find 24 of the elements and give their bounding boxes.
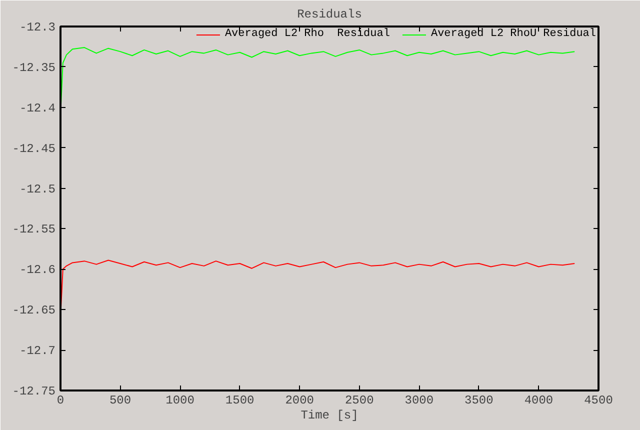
- y-tick-label: -12.4: [19, 101, 56, 116]
- x-axis-title: Time [s]: [300, 408, 358, 422]
- x-tick-label: 3000: [404, 394, 434, 408]
- y-tick-label: -12.5: [19, 182, 56, 196]
- y-tick-label: -12.6: [19, 263, 56, 278]
- y-tick-label: -12.75: [12, 384, 56, 398]
- y-tick-label: -12.35: [12, 60, 56, 75]
- x-tick-label: 4000: [524, 394, 554, 408]
- x-tick-label: 0: [56, 394, 64, 408]
- y-tick-label: -12.55: [12, 222, 56, 237]
- x-tick-label: 2500: [344, 394, 374, 408]
- x-tick-label: 1000: [166, 394, 194, 408]
- legend-label: Averaged L2 Rho Residual: [224, 28, 390, 40]
- y-tick-label: -12.65: [12, 304, 56, 318]
- y-tick-label: -12.45: [12, 142, 56, 156]
- x-tick-label: 500: [109, 394, 132, 408]
- x-tick-label: 4500: [584, 394, 613, 408]
- y-tick-label: -12.7: [19, 344, 56, 358]
- x-tick-label: 1500: [225, 394, 254, 408]
- x-tick-label: 3500: [464, 394, 494, 408]
- y-tick-label: -12.3: [19, 20, 56, 34]
- legend-label: Averaged L2 RhoU Residual: [430, 28, 596, 40]
- x-tick-label: 2000: [285, 394, 314, 408]
- chart-title: Residuals: [297, 8, 362, 22]
